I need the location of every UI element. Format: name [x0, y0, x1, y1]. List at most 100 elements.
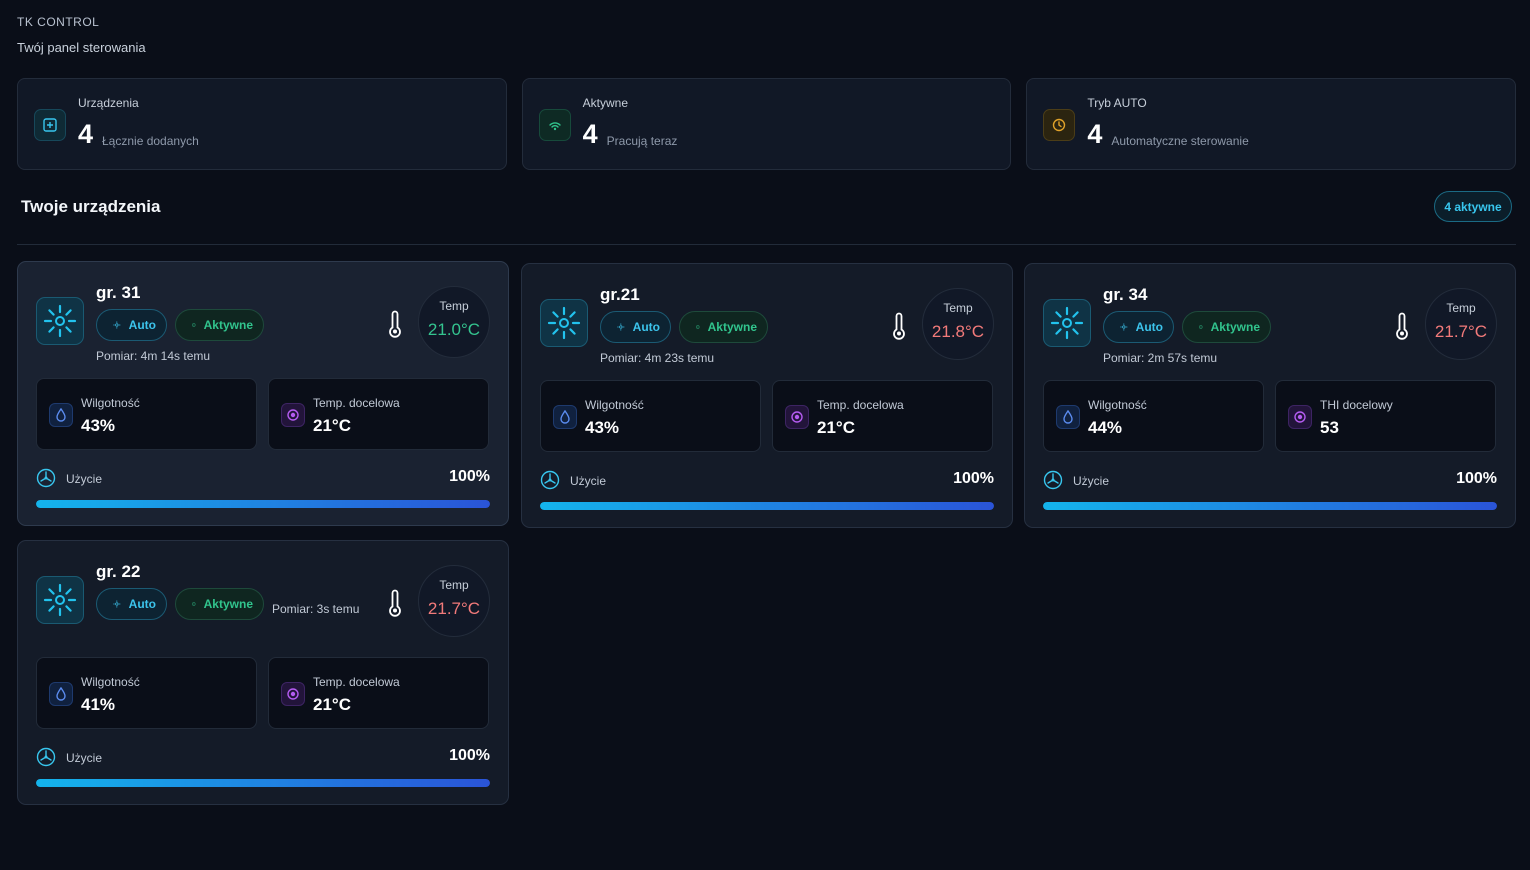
temperature-label: Temp	[943, 301, 973, 315]
sparkle-icon	[113, 321, 121, 329]
measurement-time: Pomiar: 4m 14s temu	[96, 349, 211, 363]
plus-square-icon	[34, 109, 66, 141]
mode-label: Auto	[128, 318, 156, 332]
page-subtitle: Twój panel sterowania	[17, 40, 146, 55]
fan-icon	[36, 468, 56, 493]
target-icon	[785, 405, 809, 429]
active-count-badge[interactable]: 4 aktywne	[1434, 191, 1512, 222]
thermometer-icon	[892, 312, 906, 345]
mode-auto-badge[interactable]: Auto	[600, 311, 671, 343]
sun-icon	[540, 299, 588, 347]
temperature-value: 21.8°C	[931, 322, 985, 341]
sparkle-icon	[1120, 323, 1128, 331]
metric-label: THI docelowy	[1320, 398, 1393, 412]
metric-label: Temp. docelowa	[817, 398, 904, 412]
stat-title: Tryb AUTO	[1087, 96, 1147, 110]
temperature-gauge: Temp 21.7°C	[1425, 288, 1497, 360]
metric-label: Wilgotność	[81, 675, 140, 689]
sun-icon	[36, 297, 84, 345]
stat-value: 4	[582, 119, 598, 149]
temperature-value: 21.7°C	[427, 599, 481, 618]
stats-row: Urządzenia 4 Łącznie dodanych Aktywne 4 …	[17, 78, 1517, 170]
target-metric: Temp. docelowa 21°C	[772, 380, 993, 452]
measurement-time: Pomiar: 3s temu	[272, 602, 360, 616]
usage-label: Użycie	[66, 472, 103, 486]
status-badge: Aktywne	[175, 588, 264, 620]
metric-value: 21°C	[313, 416, 351, 435]
stat-card-auto: Tryb AUTO 4 Automatyczne sterowanie	[1026, 78, 1517, 170]
usage-progress-bar	[1043, 502, 1497, 510]
mode-label: Auto	[632, 320, 660, 334]
thermometer-icon	[388, 310, 402, 343]
mode-label: Auto	[128, 597, 156, 611]
stat-card-devices: Urządzenia 4 Łącznie dodanych	[17, 78, 507, 170]
fan-icon	[36, 747, 56, 772]
usage-progress-bar	[36, 779, 490, 787]
sun-icon	[1043, 299, 1091, 347]
temperature-gauge: Temp 21.8°C	[922, 288, 994, 360]
humidity-metric: Wilgotność 44%	[1043, 380, 1264, 452]
device-name: gr. 34	[1103, 285, 1148, 304]
target-icon	[1288, 405, 1312, 429]
metric-value: 53	[1320, 418, 1339, 437]
stat-value: 4	[78, 119, 94, 149]
stat-title: Aktywne	[582, 96, 629, 110]
device-card-0[interactable]: gr. 31 Auto Aktywne Pomiar: 4m 14s temu …	[17, 261, 509, 526]
stat-subtitle: Łącznie dodanych	[102, 134, 199, 148]
usage-progress-fill	[1043, 502, 1497, 510]
device-name: gr. 22	[96, 562, 141, 581]
device-card-3[interactable]: gr. 22 Auto Aktywne Pomiar: 3s temu Temp…	[17, 540, 509, 805]
status-badge: Aktywne	[1182, 311, 1271, 343]
stat-subtitle: Automatyczne sterowanie	[1111, 134, 1249, 148]
target-metric: Temp. docelowa 21°C	[268, 378, 489, 450]
usage-progress-bar	[540, 502, 994, 510]
divider	[17, 244, 1516, 245]
temperature-gauge: Temp 21.7°C	[418, 565, 490, 637]
status-label: Aktywne	[203, 318, 253, 332]
metric-value: 21°C	[313, 695, 351, 714]
temperature-label: Temp	[439, 578, 469, 592]
metric-label: Wilgotność	[81, 396, 140, 410]
square-icon	[192, 602, 196, 606]
status-badge: Aktywne	[679, 311, 768, 343]
mode-auto-badge[interactable]: Auto	[1103, 311, 1174, 343]
usage-label: Użycie	[1073, 474, 1110, 488]
droplet-icon	[49, 682, 73, 706]
stat-value: 4	[1087, 119, 1103, 149]
temperature-label: Temp	[439, 299, 469, 313]
metric-value: 43%	[585, 418, 620, 437]
device-card-1[interactable]: gr.21 Auto Aktywne Pomiar: 4m 23s temu T…	[521, 263, 1013, 528]
temperature-value: 21.7°C	[1434, 322, 1488, 341]
square-icon	[192, 323, 196, 327]
usage-label: Użycie	[66, 751, 103, 765]
temperature-label: Temp	[1446, 301, 1476, 315]
clock-icon	[1043, 109, 1076, 141]
usage-progress-fill	[36, 779, 490, 787]
metric-value: 43%	[81, 416, 116, 435]
usage-percent: 100%	[953, 470, 994, 487]
stat-title: Urządzenia	[78, 96, 139, 110]
device-name: gr. 31	[96, 283, 141, 302]
sparkle-icon	[113, 600, 121, 608]
mode-auto-badge[interactable]: Auto	[96, 588, 167, 620]
metric-label: Wilgotność	[585, 398, 644, 412]
metric-label: Wilgotność	[1088, 398, 1147, 412]
usage-label: Użycie	[570, 474, 607, 488]
thermometer-icon	[1395, 312, 1409, 345]
target-metric: Temp. docelowa 21°C	[268, 657, 489, 729]
humidity-metric: Wilgotność 41%	[36, 657, 257, 729]
measurement-time: Pomiar: 4m 23s temu	[600, 351, 715, 365]
square-icon	[1199, 325, 1203, 329]
droplet-icon	[1056, 405, 1080, 429]
usage-percent: 100%	[449, 468, 490, 485]
usage-percent: 100%	[449, 747, 490, 764]
wifi-icon	[538, 109, 571, 141]
mode-auto-badge[interactable]: Auto	[96, 309, 167, 341]
metric-label: Temp. docelowa	[313, 675, 400, 689]
target-icon	[281, 682, 305, 706]
fan-icon	[540, 470, 560, 495]
measurement-time: Pomiar: 2m 57s temu	[1103, 351, 1218, 365]
status-label: Aktywne	[707, 320, 757, 334]
device-card-2[interactable]: gr. 34 Auto Aktywne Pomiar: 2m 57s temu …	[1024, 263, 1516, 528]
target-metric: THI docelowy 53	[1275, 380, 1496, 452]
